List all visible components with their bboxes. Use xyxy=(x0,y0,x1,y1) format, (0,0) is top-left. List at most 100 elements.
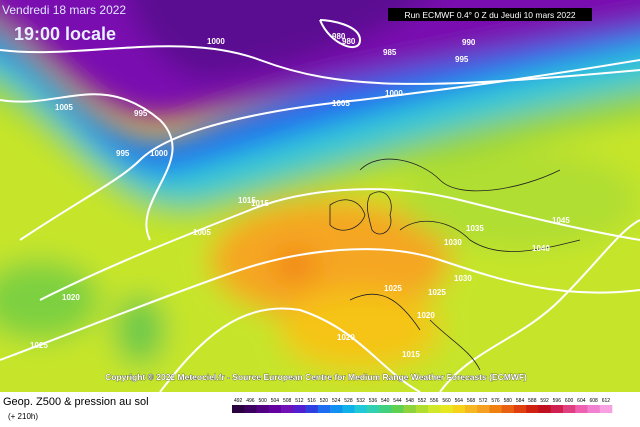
scale-swatch xyxy=(415,405,429,413)
footer-subtitle: (+ 210h) xyxy=(8,412,38,421)
isobar-label: 990 xyxy=(462,38,476,47)
scale-label: 560 xyxy=(442,398,451,404)
scale-swatch xyxy=(452,405,466,413)
scale-label: 600 xyxy=(565,398,574,404)
scale-label: 584 xyxy=(516,398,525,404)
isobars xyxy=(0,19,640,392)
isobar-label: 1025 xyxy=(428,288,446,297)
isobar-label: 1005 xyxy=(332,99,350,108)
isobar-label: 1025 xyxy=(384,284,402,293)
isobar-label: 995 xyxy=(134,109,148,118)
scale-swatch xyxy=(244,405,257,413)
scale-label: 580 xyxy=(504,398,513,404)
isobar-label: 1035 xyxy=(466,224,484,233)
scale-label: 576 xyxy=(491,398,500,404)
scale-swatch xyxy=(538,405,552,413)
scale-label: 548 xyxy=(406,398,415,404)
footer-title: Geop. Z500 & pression au sol xyxy=(3,396,149,408)
isobar-label: 1045 xyxy=(552,216,570,225)
scale-swatch xyxy=(428,405,441,413)
scale-label: 544 xyxy=(393,398,402,404)
isobar-label: 1040 xyxy=(532,244,550,253)
isobar-label: 1005 xyxy=(193,228,211,237)
time-label: 19:00 locale xyxy=(14,24,116,44)
scale-swatch xyxy=(317,405,331,413)
scale-label: 504 xyxy=(271,398,280,404)
isobar-label: 1020 xyxy=(417,311,435,320)
scale-swatch xyxy=(575,405,588,413)
run-box xyxy=(388,8,592,21)
scale-label: 532 xyxy=(357,398,366,404)
scale-swatch xyxy=(403,405,417,413)
color-scale: 492 496 500 504 508 512 516 520 524 528 532 536 540 5… xyxy=(232,398,613,413)
scale-label: 612 xyxy=(602,398,611,404)
scale-label: 556 xyxy=(430,398,439,404)
isobar-label: 980 xyxy=(332,32,346,41)
isobar-label: 1005 xyxy=(55,103,73,112)
isobar-label: 985 xyxy=(383,48,397,57)
scale-swatch xyxy=(256,405,270,413)
isobar-label: 1020 xyxy=(337,333,355,342)
scale-swatch xyxy=(477,405,490,413)
isobar-label: 1000 xyxy=(385,89,403,98)
scale-label: 500 xyxy=(258,398,267,404)
scale-swatch xyxy=(550,405,564,413)
isobar-label: 980 xyxy=(342,37,356,46)
scale-label: 508 xyxy=(283,398,292,404)
isobar-label: 1015 xyxy=(402,350,420,359)
isobar-label: 1030 xyxy=(454,274,472,283)
scale-swatch xyxy=(501,405,515,413)
scale-label: 528 xyxy=(344,398,353,404)
scale-label: 536 xyxy=(369,398,378,404)
scale-label: 496 xyxy=(246,398,255,404)
scale-swatch xyxy=(330,405,343,413)
scale-swatch xyxy=(293,405,306,413)
scale-swatch xyxy=(599,405,613,413)
scale-label: 516 xyxy=(308,398,317,404)
scale-swatch xyxy=(513,405,527,413)
scale-label: 572 xyxy=(479,398,488,404)
scale-swatch xyxy=(562,405,576,413)
scale-swatch xyxy=(354,405,368,413)
scale-swatch xyxy=(587,405,601,413)
scale-label: 564 xyxy=(455,398,464,404)
scale-label: 592 xyxy=(540,398,549,404)
isobar-label: 995 xyxy=(455,55,469,64)
scale-swatch xyxy=(366,405,380,413)
scale-label: 552 xyxy=(418,398,427,404)
scale-label: 520 xyxy=(320,398,329,404)
scale-label: 512 xyxy=(295,398,304,404)
scale-swatch xyxy=(526,405,539,413)
isobar-label: 1020 xyxy=(62,293,80,302)
isobar-label: 1030 xyxy=(444,238,462,247)
scale-swatch xyxy=(391,405,404,413)
isobar-label: 995 xyxy=(116,149,130,158)
scale-swatch xyxy=(232,405,245,413)
scale-swatch xyxy=(489,405,502,413)
run-label: Run ECMWF 0.4° 0 Z du Jeudi 10 mars 2022 xyxy=(404,10,575,20)
isobar-label: 1000 xyxy=(207,37,225,46)
scale-swatch xyxy=(268,405,282,413)
scale-label: 588 xyxy=(528,398,537,404)
scale-swatch xyxy=(464,405,478,413)
copyright: Copyright © 2022 Meteociel.fr - Source E… xyxy=(105,372,527,382)
scale-swatch xyxy=(281,405,294,413)
scale-swatch xyxy=(305,405,319,413)
scale-swatch xyxy=(342,405,355,413)
scale-swatch xyxy=(379,405,392,413)
scale-label: 568 xyxy=(467,398,476,404)
scale-label: 596 xyxy=(553,398,562,404)
isobar-label: 1015 xyxy=(238,196,256,205)
scale-label: 540 xyxy=(381,398,390,404)
isobar-label: 1025 xyxy=(30,341,48,350)
scale-label: 608 xyxy=(589,398,598,404)
date-label: Vendredi 18 mars 2022 xyxy=(2,3,126,17)
scale-label: 524 xyxy=(332,398,341,404)
scale-label: 492 xyxy=(234,398,243,404)
coastlines xyxy=(329,158,581,371)
scale-label: 604 xyxy=(577,398,586,404)
